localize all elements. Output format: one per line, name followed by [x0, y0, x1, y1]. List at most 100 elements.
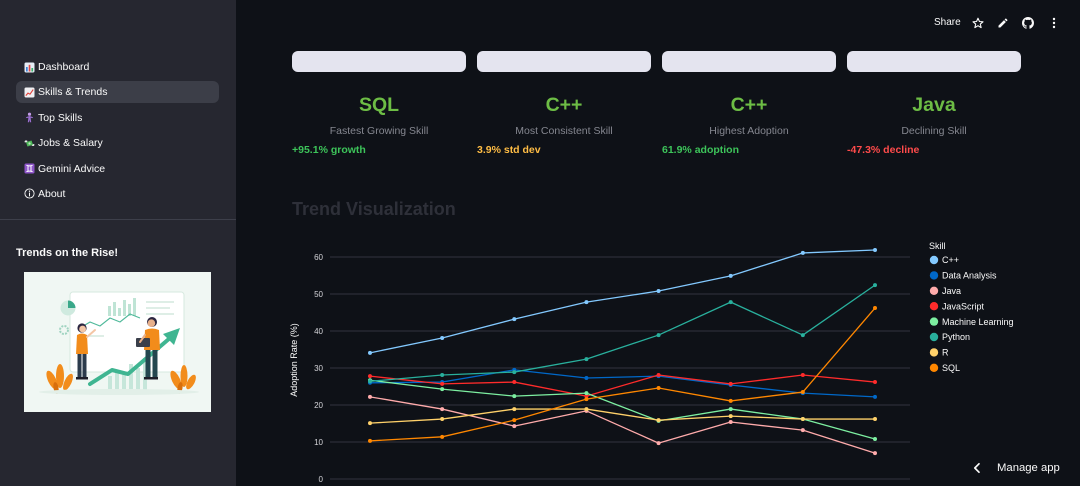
data-point-cpp[interactable]: [656, 289, 661, 294]
metric-delta: 3.9% std dev: [477, 144, 541, 156]
data-point-sql[interactable]: [800, 390, 805, 395]
data-point-python[interactable]: [728, 300, 733, 305]
series-line-cpp: [369, 249, 876, 354]
data-point-javascript[interactable]: [800, 373, 805, 378]
data-point-machine-learning[interactable]: [512, 394, 517, 399]
sidebar-item-gemini-advice[interactable]: Gemini Advice: [16, 158, 219, 180]
legend-item[interactable]: Java: [929, 286, 961, 296]
data-point-javascript[interactable]: [368, 374, 372, 379]
data-point-machine-learning[interactable]: [873, 437, 877, 442]
chevron-left-icon: [971, 462, 983, 474]
data-point-r[interactable]: [728, 414, 733, 419]
sidebar-item-label: Gemini Advice: [38, 162, 106, 175]
data-point-javascript[interactable]: [873, 380, 877, 385]
data-point-r[interactable]: [512, 407, 517, 412]
chart-grid: [330, 256, 910, 480]
y-axis-title: Adoption Rate (%): [289, 323, 299, 397]
data-point-java[interactable]: [512, 424, 517, 429]
data-point-javascript[interactable]: [656, 373, 661, 378]
data-point-machine-learning[interactable]: [728, 407, 733, 412]
data-point-cpp[interactable]: [440, 336, 445, 341]
data-point-sql[interactable]: [728, 398, 733, 403]
sidebar-item-label: Skills & Trends: [38, 86, 108, 99]
y-tick-label: 0: [319, 475, 324, 484]
chart-y-axis: 0 10 20 30 40 50 60 Adoption Rate (%): [289, 253, 324, 484]
y-tick-label: 40: [314, 327, 323, 336]
legend-label: Machine Learning: [942, 317, 1014, 327]
data-point-r[interactable]: [656, 418, 661, 423]
data-point-machine-learning[interactable]: [584, 391, 589, 396]
data-point-sql[interactable]: [873, 306, 877, 311]
data-point-cpp[interactable]: [873, 247, 877, 252]
data-point-sql[interactable]: [656, 385, 661, 390]
share-button[interactable]: Share: [934, 17, 961, 28]
legend-item[interactable]: Machine Learning: [929, 317, 1014, 327]
trends-illustration: [24, 272, 211, 412]
legend-label: R: [942, 348, 949, 358]
data-point-r[interactable]: [440, 417, 445, 422]
legend-item[interactable]: Python: [929, 332, 970, 342]
data-point-machine-learning[interactable]: [440, 387, 445, 392]
data-point-java[interactable]: [800, 428, 805, 433]
star-icon[interactable]: [972, 17, 984, 29]
series-line-java: [369, 396, 876, 454]
data-point-cpp[interactable]: [728, 273, 733, 278]
data-point-sql[interactable]: [584, 397, 589, 402]
data-point-java[interactable]: [368, 394, 372, 399]
legend-label: Java: [942, 286, 961, 296]
sidebar-item-about[interactable]: About: [16, 183, 219, 205]
data-point-cpp[interactable]: [800, 250, 805, 255]
sidebar-item-label: Dashboard: [38, 61, 90, 73]
y-tick-label: 10: [314, 438, 323, 447]
legend-label: JavaScript: [942, 301, 985, 311]
more-vertical-icon[interactable]: [1048, 17, 1060, 29]
chart-legend[interactable]: Skill C++ Data Analysis Java JavaScript Machi…: [929, 241, 1014, 373]
data-point-python[interactable]: [512, 370, 517, 375]
series-python: [368, 283, 877, 384]
series-javascript: [368, 373, 877, 399]
data-point-java[interactable]: [873, 451, 877, 456]
data-point-javascript[interactable]: [728, 381, 733, 386]
data-point-python[interactable]: [873, 283, 877, 288]
data-point-python[interactable]: [584, 357, 589, 362]
data-point-data-analysis[interactable]: [584, 375, 589, 380]
data-point-r[interactable]: [368, 421, 372, 426]
legend-item[interactable]: R: [929, 348, 949, 358]
data-point-java[interactable]: [656, 441, 661, 446]
legend-item[interactable]: C++: [929, 255, 959, 265]
legend-item[interactable]: Data Analysis: [929, 271, 997, 281]
legend-item[interactable]: SQL: [929, 363, 960, 373]
data-point-python[interactable]: [368, 379, 372, 384]
data-point-cpp[interactable]: [512, 317, 517, 322]
data-point-sql[interactable]: [512, 418, 517, 423]
data-point-python[interactable]: [800, 333, 805, 338]
data-point-java[interactable]: [440, 407, 445, 412]
legend-item[interactable]: JavaScript: [929, 301, 985, 311]
sidebar-item-jobs-salary[interactable]: Jobs & Salary: [16, 132, 219, 154]
sidebar-item-top-skills[interactable]: Top Skills: [16, 107, 219, 129]
chart-increasing-icon: [24, 87, 35, 98]
data-point-python[interactable]: [656, 333, 661, 338]
metric-label: Most Consistent Skill: [515, 125, 613, 137]
sidebar-item-skills-trends[interactable]: Skills & Trends: [16, 81, 219, 104]
data-point-r[interactable]: [800, 417, 805, 422]
series-line-sql: [369, 307, 876, 442]
series-line-data-analysis: [369, 369, 876, 398]
data-point-data-analysis[interactable]: [873, 394, 877, 399]
data-point-java[interactable]: [728, 420, 733, 425]
data-point-cpp[interactable]: [584, 300, 589, 305]
data-point-sql[interactable]: [368, 438, 372, 443]
data-point-javascript[interactable]: [584, 394, 589, 399]
data-point-javascript[interactable]: [512, 380, 517, 385]
data-point-javascript[interactable]: [440, 381, 445, 386]
data-point-r[interactable]: [873, 417, 877, 422]
legend-label: Python: [942, 332, 970, 342]
manage-app-button[interactable]: Manage app: [968, 458, 1072, 478]
github-icon[interactable]: [1022, 17, 1034, 29]
data-point-sql[interactable]: [440, 434, 445, 439]
data-point-python[interactable]: [440, 373, 445, 378]
data-point-r[interactable]: [584, 407, 589, 412]
data-point-cpp[interactable]: [368, 350, 372, 355]
sidebar-item-dashboard[interactable]: Dashboard: [16, 56, 219, 78]
pencil-icon[interactable]: [997, 17, 1009, 29]
